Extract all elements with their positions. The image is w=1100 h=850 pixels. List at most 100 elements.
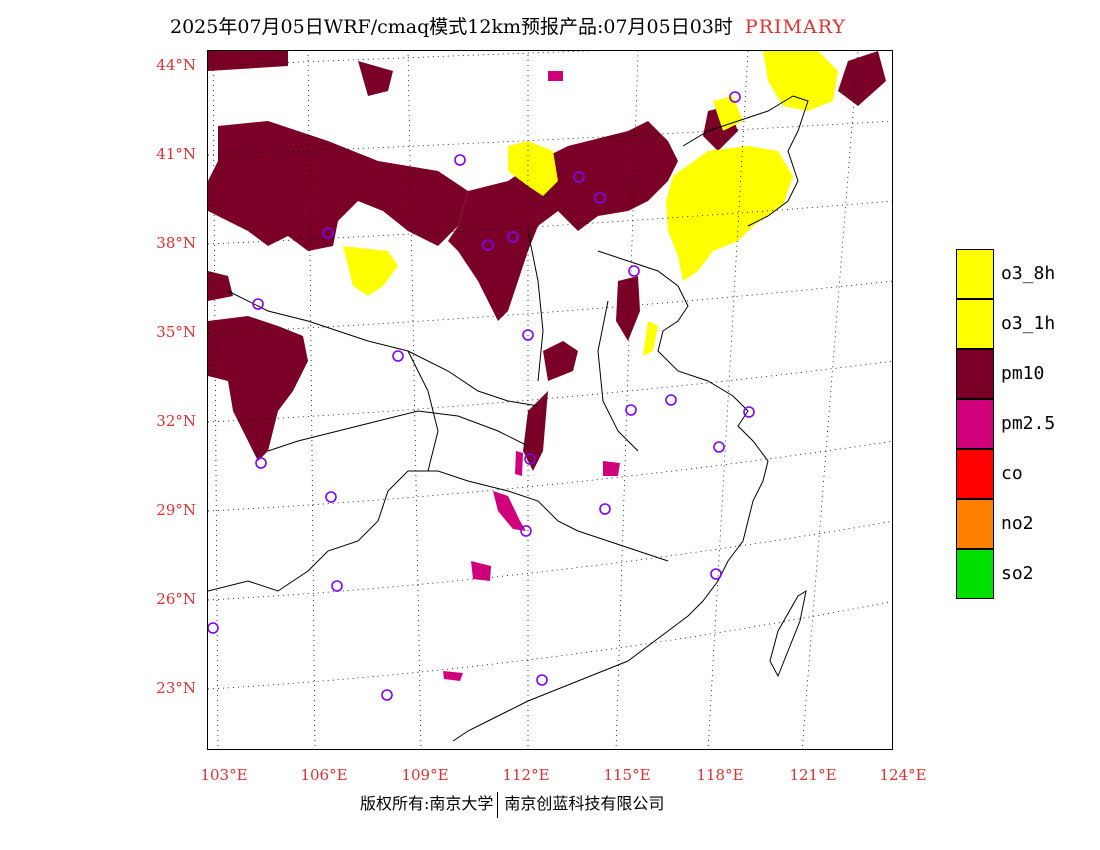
legend-swatch <box>956 249 994 299</box>
province-boundary-6 <box>597 300 639 452</box>
parallel-26 <box>208 520 892 601</box>
lat-label-38: 38°N <box>156 234 196 252</box>
legend-swatch <box>956 549 994 599</box>
meridian-103 <box>212 51 219 749</box>
station-marker <box>710 568 722 580</box>
copyright-right: 南京创蓝科技有限公司 <box>504 794 665 813</box>
pm25-regions <box>443 71 620 681</box>
parallel-29 <box>208 440 892 512</box>
taiwan-outline <box>769 589 807 678</box>
lat-label-32: 32°N <box>156 412 196 430</box>
o3-regions <box>343 51 838 356</box>
station-marker <box>536 674 548 686</box>
station-marker <box>454 154 466 166</box>
meridian-109 <box>407 51 422 749</box>
pm10-region-patch-2 <box>543 341 578 381</box>
lon-label-115: 115°E <box>603 766 651 784</box>
coastline-north <box>682 95 809 227</box>
lon-label-109: 109°E <box>401 766 449 784</box>
province-boundary-4 <box>407 350 439 472</box>
station-marker <box>713 441 725 453</box>
legend-label: no2 <box>1001 513 1034 534</box>
station-marker <box>507 231 519 243</box>
station-marker <box>594 192 606 204</box>
meridian-106 <box>307 51 316 749</box>
station-marker <box>524 453 536 465</box>
station-marker <box>628 265 640 277</box>
station-marker <box>322 227 334 239</box>
legend-label: o3_1h <box>1001 313 1056 334</box>
lat-label-44: 44°N <box>156 56 196 74</box>
station-markers <box>208 91 755 701</box>
pm10-region-patch-4 <box>616 276 640 341</box>
map-title-main: 2025年07月05日WRF/cmaq模式12km预报产品:07月05日03时 <box>170 16 733 38</box>
lat-label-41: 41°N <box>156 145 196 163</box>
map-title: 2025年07月05日WRF/cmaq模式12km预报产品:07月05日03时 P… <box>170 12 846 39</box>
station-marker <box>482 239 494 251</box>
meridian-118 <box>707 51 749 749</box>
station-marker <box>252 298 264 310</box>
station-marker <box>381 689 393 701</box>
legend-swatch <box>956 449 994 499</box>
legend-label: pm10 <box>1001 363 1045 384</box>
pm10-region-north-west <box>208 121 468 251</box>
copyright-left: 版权所有:南京大学 <box>360 794 494 813</box>
o3-region-north <box>508 141 558 196</box>
o3-region-patch <box>643 321 658 356</box>
pm25-region-patch-4 <box>548 71 563 81</box>
pm25-region-hunan <box>493 491 526 531</box>
legend-swatch <box>956 499 994 549</box>
copyright-footer: 版权所有:南京大学 南京创蓝科技有限公司 <box>360 790 664 818</box>
parallel-35 <box>208 280 892 334</box>
lon-label-118: 118°E <box>696 766 744 784</box>
coastline <box>452 250 769 742</box>
meridian-121 <box>801 51 859 749</box>
o3-region-bohai <box>666 146 793 281</box>
pm10-regions <box>208 51 886 471</box>
legend-label: so2 <box>1001 563 1034 584</box>
lon-label-106: 106°E <box>300 766 348 784</box>
pm10-region-patch-3 <box>523 391 548 471</box>
lon-label-121: 121°E <box>789 766 837 784</box>
lon-label-124: 124°E <box>879 766 927 784</box>
o3-region-northeast <box>763 51 838 111</box>
station-marker <box>743 406 755 418</box>
province-boundary-1 <box>208 470 669 592</box>
graticule <box>208 51 892 749</box>
legend-label: pm2.5 <box>1001 413 1056 434</box>
station-marker <box>331 580 343 592</box>
legend-label: co <box>1001 463 1023 484</box>
legend-swatch <box>956 299 994 349</box>
pm25-region-patch-5 <box>443 671 463 681</box>
pollutant-map <box>207 50 893 750</box>
legend-swatch <box>956 349 994 399</box>
station-marker <box>625 404 637 416</box>
legend-swatch <box>956 399 994 449</box>
legend-label: o3_8h <box>1001 263 1056 284</box>
station-marker <box>729 91 741 103</box>
station-marker <box>325 491 337 503</box>
pm25-region-patch-1 <box>471 561 491 581</box>
meridian-115 <box>615 51 639 749</box>
lat-label-26: 26°N <box>156 590 196 608</box>
pm10-region-northeast <box>838 51 886 106</box>
lat-label-29: 29°N <box>156 501 196 519</box>
station-marker <box>392 350 404 362</box>
pm10-region-west <box>208 316 308 461</box>
station-marker <box>573 171 585 183</box>
station-marker <box>599 503 611 515</box>
station-marker <box>520 525 532 537</box>
pm10-region-north-central <box>448 121 678 321</box>
map-canvas <box>208 51 892 749</box>
pm10-region-patch-1 <box>358 61 393 96</box>
station-marker <box>208 622 219 634</box>
boundaries <box>208 95 809 742</box>
pm10-region-northwest-edge <box>208 51 288 71</box>
parallel-32 <box>208 360 892 423</box>
lat-label-23: 23°N <box>156 679 196 697</box>
lon-label-112: 112°E <box>502 766 550 784</box>
province-boundary-2 <box>227 290 539 407</box>
station-marker <box>665 394 677 406</box>
province-boundary-3 <box>267 410 529 452</box>
lon-label-103: 103°E <box>200 766 248 784</box>
